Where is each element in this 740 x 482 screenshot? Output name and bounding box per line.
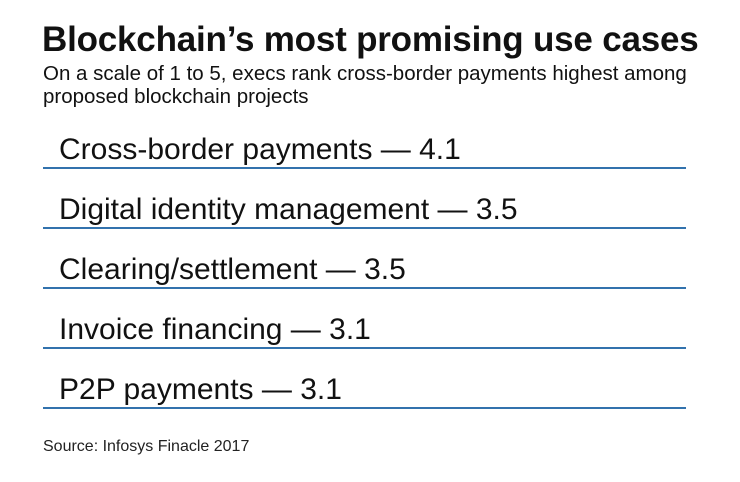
chart-subtitle: On a scale of 1 to 5, execs rank cross-b… <box>43 62 687 108</box>
ranking-label: Invoice financing — 3.1 <box>59 313 371 346</box>
ranking-label: Digital identity management — 3.5 <box>59 193 518 226</box>
ranking-row: Digital identity management — 3.5 <box>43 188 686 248</box>
ranking-row: Invoice financing — 3.1 <box>43 308 686 368</box>
ranking-label: Cross-border payments — 4.1 <box>59 133 461 166</box>
row-divider <box>43 407 686 409</box>
row-divider <box>43 227 686 229</box>
ranking-label: Clearing/settlement — 3.5 <box>59 253 406 286</box>
ranking-row: Cross-border payments — 4.1 <box>43 128 686 188</box>
ranking-row: Clearing/settlement — 3.5 <box>43 248 686 308</box>
row-divider <box>43 167 686 169</box>
ranking-list: Cross-border payments — 4.1 Digital iden… <box>43 128 686 428</box>
ranking-label: P2P payments — 3.1 <box>59 373 342 406</box>
ranking-row: P2P payments — 3.1 <box>43 368 686 428</box>
source-note: Source: Infosys Finacle 2017 <box>43 438 250 455</box>
chart-title: Blockchain’s most promising use cases <box>42 20 699 59</box>
row-divider <box>43 347 686 349</box>
row-divider <box>43 287 686 289</box>
